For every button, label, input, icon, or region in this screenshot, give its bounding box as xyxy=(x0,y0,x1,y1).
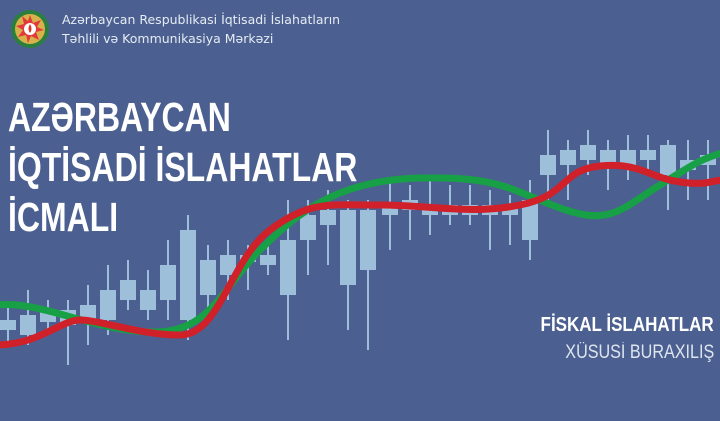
candlestick xyxy=(620,135,636,180)
page-title: AZƏRBAYCAN İQTİSADİ İSLAHATLAR İCMALI xyxy=(8,92,357,242)
candle-body xyxy=(100,290,116,320)
candlestick xyxy=(522,180,538,260)
candlestick xyxy=(260,245,276,275)
candlestick xyxy=(100,265,116,335)
candlestick xyxy=(80,285,96,345)
candlestick xyxy=(540,130,556,200)
candle-body xyxy=(280,240,296,295)
candlestick xyxy=(180,215,196,340)
candlestick xyxy=(382,180,398,250)
candlestick xyxy=(340,200,356,330)
candlestick xyxy=(700,140,716,200)
candle-body xyxy=(340,210,356,285)
candlestick xyxy=(462,185,478,225)
candle-body xyxy=(220,255,236,275)
candlestick xyxy=(60,300,76,365)
candle-body xyxy=(140,290,156,310)
candlestick xyxy=(280,200,296,340)
candlestick xyxy=(120,260,136,310)
candlestick xyxy=(300,200,316,275)
organization-name: Azərbaycan Respublikasi İqtisadi İslahat… xyxy=(62,10,340,48)
candlestick xyxy=(482,190,498,250)
candle-body xyxy=(620,150,636,165)
candlestick xyxy=(20,290,36,345)
title-line-3: İCMALI xyxy=(8,194,119,240)
candle-body xyxy=(522,200,538,240)
org-line-2: Təhlili və Kommunikasiya Mərkəzi xyxy=(62,31,274,46)
candle-body xyxy=(80,305,96,320)
candle-body xyxy=(660,145,676,175)
candle-wick xyxy=(367,200,369,350)
candle-wick xyxy=(489,190,491,250)
candle-body xyxy=(300,215,316,240)
candle-body xyxy=(0,320,16,330)
candlestick xyxy=(220,240,236,300)
subtitle-topic: FİSKAL İSLAHATLAR xyxy=(540,314,714,336)
candle-wick xyxy=(67,300,69,365)
azerbaijan-emblem-icon xyxy=(11,10,49,48)
candle-body xyxy=(382,208,398,215)
candle-body xyxy=(180,230,196,320)
candle-wick xyxy=(409,185,411,240)
candlestick xyxy=(360,200,376,350)
candle-body xyxy=(160,265,176,300)
red-trend-line xyxy=(0,161,720,349)
candlestick xyxy=(140,270,156,320)
candle-body xyxy=(600,150,616,165)
candle-wick xyxy=(509,195,511,245)
candle-wick xyxy=(327,190,329,265)
candlestick xyxy=(320,190,336,265)
candle-wick xyxy=(707,140,709,200)
org-line-1: Azərbaycan Respublikasi İqtisadi İslahat… xyxy=(62,12,341,27)
subtitle-edition: XÜSUSİ BURAXILIŞ xyxy=(565,342,714,363)
candlestick xyxy=(200,245,216,320)
title-line-2: İQTİSADİ İSLAHATLAR xyxy=(8,144,358,190)
candlestick xyxy=(640,135,656,175)
candlestick xyxy=(160,240,176,320)
candle-body xyxy=(360,210,376,270)
candle-body xyxy=(20,315,36,335)
candle-body xyxy=(120,280,136,300)
candle-body xyxy=(320,210,336,225)
candle-body xyxy=(540,155,556,175)
candle-body xyxy=(580,145,596,160)
candle-body xyxy=(200,260,216,295)
candlestick xyxy=(560,140,576,200)
candlestick xyxy=(402,185,418,240)
candle-body xyxy=(560,150,576,165)
candle-body xyxy=(260,255,276,265)
candlestick xyxy=(580,130,596,175)
candlestick xyxy=(660,140,676,210)
candle-body xyxy=(640,150,656,160)
title-line-1: AZƏRBAYCAN xyxy=(8,94,231,140)
candlestick xyxy=(0,305,16,345)
candle-wick xyxy=(567,140,569,200)
